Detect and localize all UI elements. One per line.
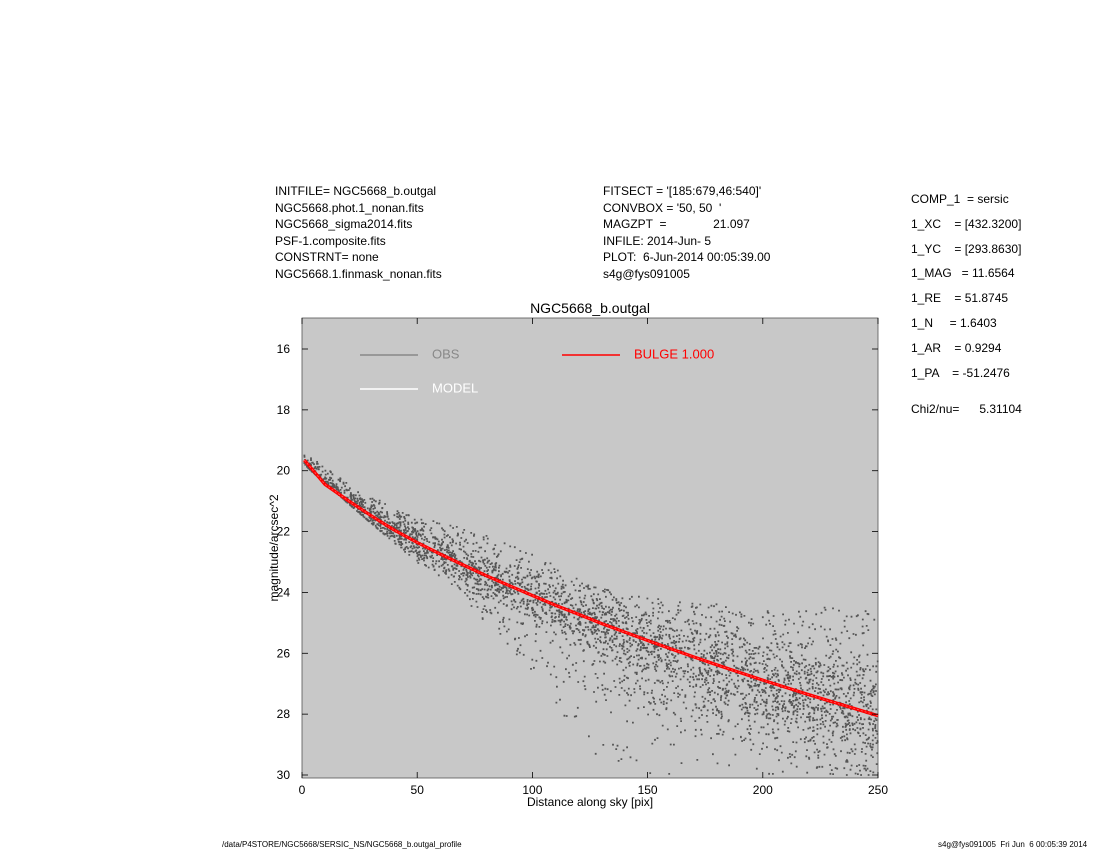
x-tick-label: 50 [411, 783, 425, 797]
header-left-line: INITFILE= NGC5668_b.outgal [275, 184, 437, 198]
chi2-value: Chi2/nu= 5.31104 [911, 402, 1022, 417]
x-tick-label: 200 [753, 783, 773, 797]
header-left-line: CONSTRNT= none [275, 250, 379, 265]
bulge-model-curve [303, 459, 879, 718]
x-tick-label: 250 [868, 783, 888, 797]
y-tick-label: 18 [277, 403, 291, 417]
param-line: 1_MAG = 11.6564 [911, 266, 1015, 281]
y-tick-label: 28 [277, 707, 291, 721]
legend-bulge-label: BULGE 1.000 [634, 346, 714, 361]
param-line: 1_RE = 51.8745 [911, 291, 1009, 306]
header-middle-line: INFILE: 2014-Jun- 5 [603, 233, 712, 248]
param-line: 1_PA = -51.2476 [911, 365, 1010, 380]
footer-timestamp: s4g@fys091005 Fri Jun 6 00:05:39 2014 [938, 840, 1088, 849]
y-axis-label: magnitude/arcsec^2 [267, 494, 281, 601]
obs-point-cloud [303, 454, 879, 776]
y-tick-label: 22 [277, 525, 291, 539]
y-tick-label: 16 [277, 342, 291, 356]
obs-scatter [303, 454, 879, 776]
chart-title: NGC5668_b.outgal [530, 300, 650, 316]
legend-model-label: MODEL [432, 380, 478, 395]
y-axis: 16 18 20 22 24 26 28 30 [277, 342, 878, 782]
param-line: COMP_1 = sersic [911, 192, 1009, 206]
param-line: 1_AR = 0.9294 [911, 340, 1002, 355]
x-tick-label: 0 [299, 783, 306, 797]
header-left-line: NGC5668.phot.1_nonan.fits [275, 200, 424, 215]
header-middle-line: s4g@fys091005 [603, 266, 690, 281]
header-middle-line: CONVBOX = '50, 50 ' [603, 200, 722, 215]
header-middle-line: FITSECT = '[185:679,46:540]' [603, 184, 762, 198]
param-line: 1_YC = [293.8630] [911, 241, 1022, 256]
plot-area [301, 317, 879, 779]
header-left-line: PSF-1.composite.fits [275, 233, 386, 248]
header-left: INITFILE= NGC5668_b.outgal NGC5668.phot.… [275, 183, 442, 283]
legend: OBS MODEL BULGE 1.000 [360, 346, 714, 395]
param-line: 1_N = 1.6403 [911, 315, 997, 330]
y-tick-label: 24 [277, 585, 291, 599]
header-left-line: NGC5668.1.finmask_nonan.fits [275, 266, 442, 281]
x-tick-label: 150 [638, 783, 658, 797]
x-tick-label: 100 [522, 783, 542, 797]
bulge-line-texture [303, 459, 879, 717]
param-panel: COMP_1 = sersic 1_XC = [432.3200] 1_YC =… [911, 191, 1022, 426]
footer-path: /data/P4STORE/NGC5668/SERSIC_NS/NGC5668_… [222, 840, 462, 849]
header-middle-line: PLOT: 6-Jun-2014 00:05:39.00 [603, 250, 771, 265]
header-left-line: NGC5668_sigma2014.fits [275, 217, 413, 232]
x-axis-label: Distance along sky [pix] [527, 795, 653, 809]
header-middle-line: MAGZPT = 21.097 [603, 217, 750, 232]
y-tick-label: 26 [277, 646, 291, 660]
y-tick-label: 20 [277, 464, 291, 478]
param-line: 1_XC = [432.3200] [911, 216, 1022, 231]
y-tick-label: 30 [277, 768, 291, 782]
legend-obs-label: OBS [432, 346, 460, 361]
x-axis: 0 50 100 150 200 250 [299, 318, 888, 797]
header-middle: FITSECT = '[185:679,46:540]' CONVBOX = '… [603, 183, 770, 283]
